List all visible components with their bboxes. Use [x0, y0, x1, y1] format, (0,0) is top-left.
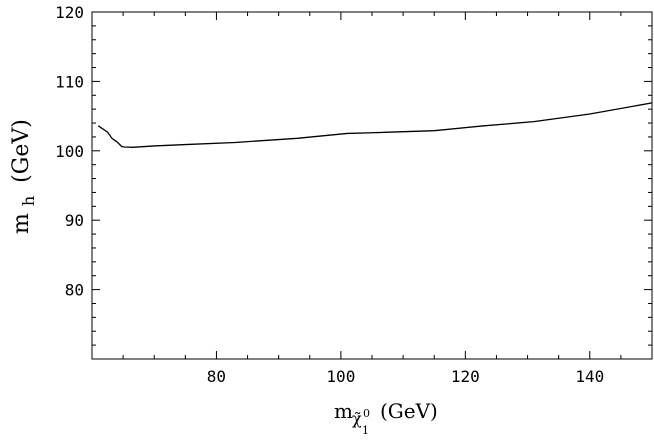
y-axis-title-unit: (GeV) [9, 119, 34, 183]
x-tick-label: 140 [575, 367, 604, 386]
x-tick-label: 100 [326, 367, 355, 386]
y-tick-label: 110 [55, 72, 84, 91]
svg-text:m h (GeV): m h (GeV) [9, 119, 40, 234]
x-tick-label: 120 [451, 367, 480, 386]
x-axis-title: m [334, 399, 353, 423]
x-axis-title-main: m [334, 399, 353, 423]
y-tick-label: 80 [65, 281, 84, 300]
x-axis-title-unit-text: (GeV) [380, 399, 438, 423]
x-axis-title-symbol: χ̃ [352, 409, 362, 428]
series-line [97, 102, 653, 148]
x-axis-title-subsub-text: 1 [362, 424, 369, 437]
y-tick-label: 120 [55, 3, 84, 22]
x-axis-title-subsup: 0 [363, 407, 370, 420]
x-axis-title-subsymbol: χ̃ [352, 409, 362, 428]
plot-frame [91, 11, 653, 360]
y-tick-label: 90 [65, 211, 84, 230]
x-axis-title-super: 0 [363, 407, 370, 420]
y-axis-title-sub: h [19, 196, 38, 206]
axis-ticks [91, 11, 653, 360]
y-axis-title: m h (GeV) [9, 119, 40, 234]
x-axis-title-unit: (GeV) [380, 399, 438, 423]
y-axis-title-main: m [9, 213, 34, 234]
x-tick-label: 80 [207, 367, 226, 386]
y-tick-label: 100 [55, 142, 84, 161]
tick-labels: 80 100 120 140 80 90 100 110 120 [55, 3, 604, 386]
x-axis-title-subsub: 1 [362, 424, 369, 437]
